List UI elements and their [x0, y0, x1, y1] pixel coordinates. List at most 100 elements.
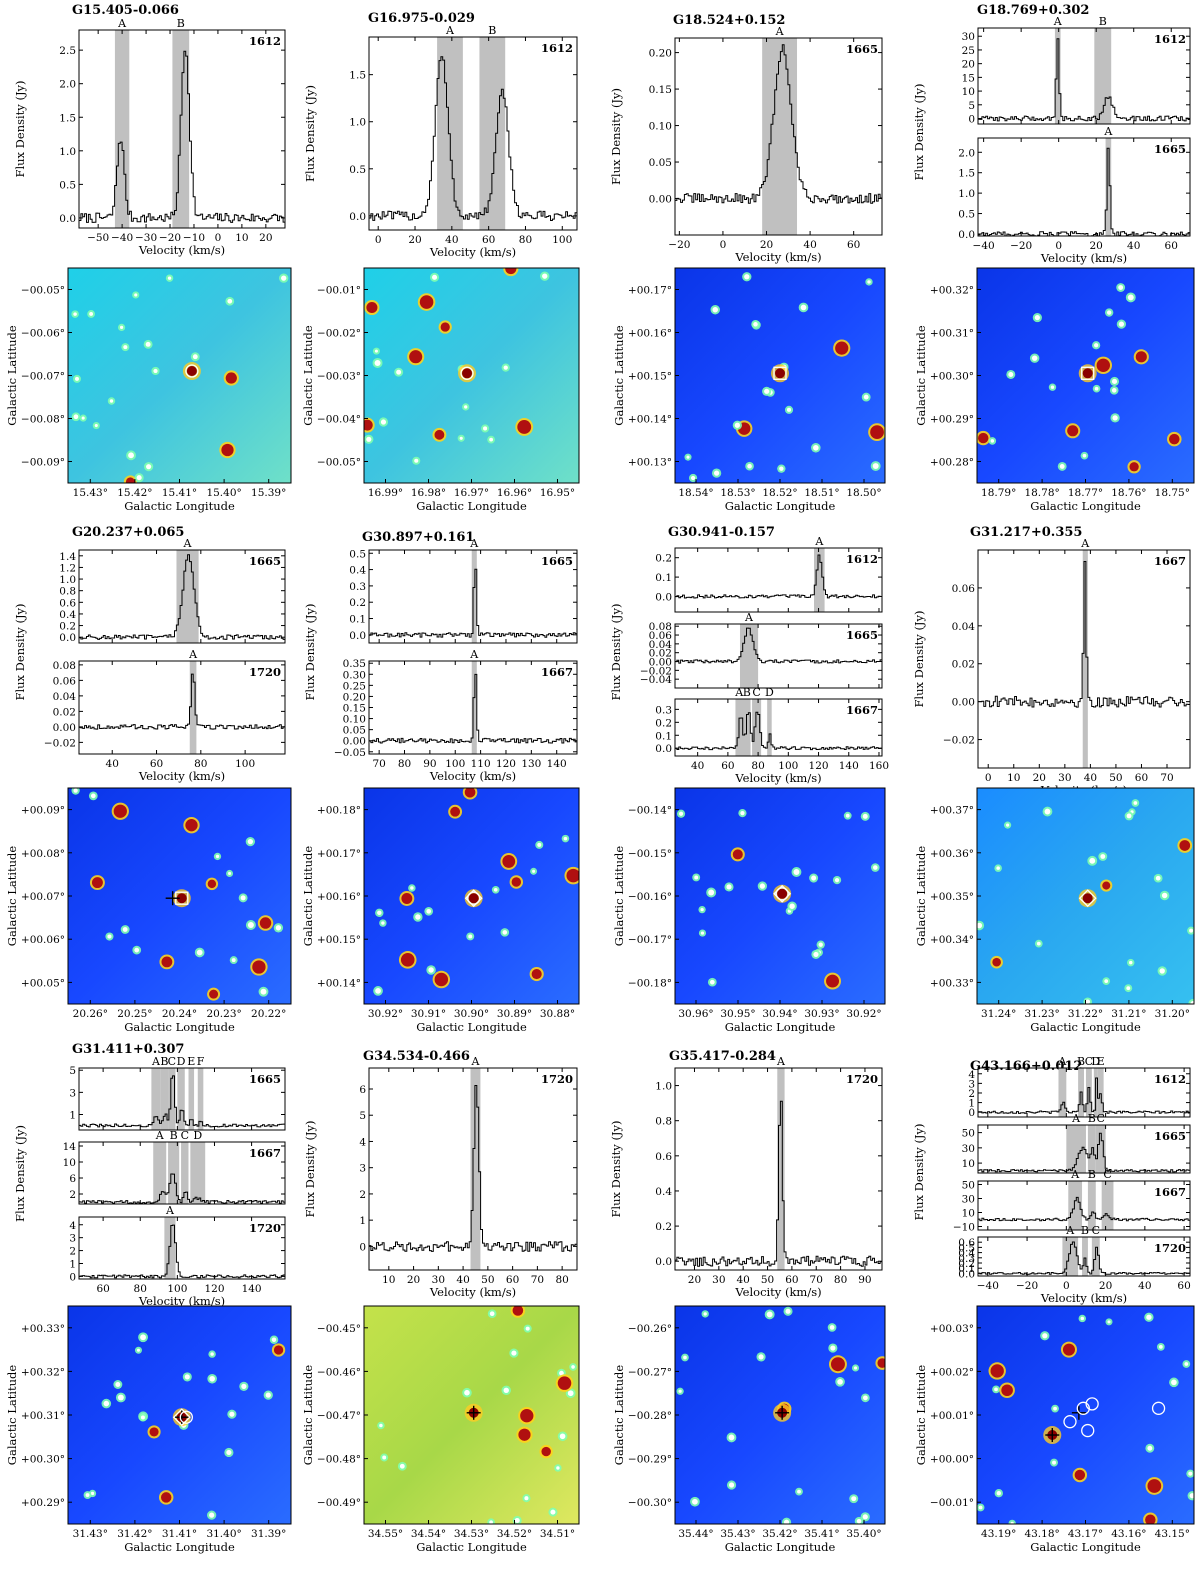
- y-tick-label: 1: [69, 1259, 76, 1271]
- star: [145, 341, 151, 347]
- star: [122, 927, 128, 932]
- y-tick-label: +00.29°: [21, 1497, 65, 1509]
- star: [1031, 355, 1038, 361]
- y-tick-label: 4: [968, 1069, 975, 1081]
- y-tick-label: +00.15°: [317, 934, 361, 946]
- y-tick-label: 0.5: [59, 179, 76, 191]
- y-axis-label: Galactic Latitude: [612, 325, 626, 426]
- star: [1133, 801, 1138, 805]
- x-axis-label: Velocity (km/s): [138, 243, 225, 257]
- star: [692, 1498, 698, 1505]
- star: [464, 788, 476, 798]
- x-tick-label: 110: [471, 758, 491, 770]
- star: [726, 884, 732, 890]
- x-tick-label: 100: [778, 760, 798, 772]
- star: [863, 1395, 868, 1401]
- y-tick-label: +00.17°: [628, 285, 672, 297]
- star: [759, 883, 766, 889]
- transition-label: 1612: [541, 41, 573, 55]
- y-tick-label: 0.08: [649, 621, 672, 633]
- y-tick-label: 0.00: [649, 657, 672, 669]
- star: [459, 436, 463, 440]
- x-tick-label: 31.24°: [981, 1008, 1016, 1020]
- star: [146, 464, 152, 470]
- star: [1052, 1460, 1056, 1465]
- y-tick-label: +00.35°: [930, 891, 974, 903]
- marker-circle: [1151, 1401, 1166, 1415]
- x-tick-label: 20.23°: [206, 1008, 241, 1020]
- star: [1179, 840, 1191, 851]
- x-tick-label: 40: [1138, 1280, 1151, 1292]
- y-tick-label: 1: [69, 1110, 76, 1122]
- plot-frame: [674, 698, 883, 757]
- star: [103, 1400, 110, 1407]
- x-axis-label: Velocity (km/s): [1040, 1291, 1127, 1305]
- feature-label: F: [197, 1055, 205, 1068]
- y-tick-label: 0.00: [952, 697, 975, 709]
- y-axis-label: Galactic Latitude: [612, 1365, 626, 1466]
- spectrum-G20.237+0.065: G20.237+0.065 0.00.20.40.60.81.01.21.4 166…: [13, 525, 286, 783]
- y-tick-label: 0.15: [343, 703, 366, 715]
- plot-frame: [977, 1180, 1191, 1231]
- y-tick-label: 0.3: [655, 704, 672, 716]
- star: [240, 895, 246, 901]
- spectrum-panel-1665: −0.04−0.020.000.020.040.060.08 1665 A: [640, 611, 883, 689]
- x-tick-label: −30: [135, 232, 157, 244]
- star: [192, 354, 198, 360]
- x-tick-label: −40: [111, 232, 133, 244]
- feature-label: C: [1085, 1055, 1093, 1068]
- star: [537, 842, 542, 847]
- plot-frame: [368, 36, 578, 231]
- y-tick-label: 30: [962, 1194, 975, 1206]
- feature-label: A: [1080, 537, 1090, 550]
- spectrum-title: G18.524+0.152: [673, 13, 785, 28]
- star: [1106, 310, 1112, 315]
- star: [119, 325, 124, 330]
- x-tick-label: 30: [1058, 772, 1071, 784]
- feature-band-D: [177, 1068, 185, 1130]
- y-tick-label: 1.0: [59, 574, 76, 586]
- star: [1100, 854, 1106, 859]
- image-panel-G34.534-0.466: 34.55° 34.54° 34.53° 34.52° 34.51° −00.49° −00…: [301, 1305, 580, 1554]
- x-tick-label: −20: [1016, 1280, 1038, 1292]
- star: [708, 889, 715, 896]
- star: [1050, 385, 1055, 389]
- y-tick-label: +00.31°: [21, 1410, 65, 1422]
- y-tick-label: 0.4: [655, 1186, 672, 1198]
- x-tick-label: 70: [810, 1274, 823, 1286]
- spectrum-line: [369, 1085, 578, 1252]
- star: [837, 1379, 843, 1385]
- x-tick-label: 120: [204, 1283, 224, 1295]
- marker-circle: [1063, 1415, 1077, 1429]
- star: [1147, 1445, 1153, 1451]
- y-tick-label: 0: [968, 114, 975, 126]
- feature-label: D: [193, 1129, 202, 1142]
- star: [1169, 433, 1180, 445]
- y-tick-label: 0.0: [349, 630, 366, 642]
- feature-label: E: [187, 1055, 195, 1068]
- star: [1111, 378, 1118, 384]
- y-tick-label: +00.03°: [930, 1323, 974, 1335]
- x-tick-label: 140: [839, 760, 859, 772]
- feature-band-C: [1101, 1181, 1114, 1230]
- y-axis-label: Galactic Latitude: [301, 325, 315, 426]
- x-tick-label: 40: [737, 1274, 750, 1286]
- x-tick-label: 40: [445, 234, 458, 246]
- transition-label: 1612: [846, 552, 878, 566]
- plot-frame: [78, 29, 286, 229]
- spectrum-G16.975-0.029: G16.975-0.029 0.0 0.5 1.0 1.5 0 20 40 60 80 100 161…: [303, 11, 578, 259]
- x-tick-label: 80: [751, 760, 764, 772]
- y-tick-label: +00.31°: [930, 328, 974, 340]
- star: [1184, 1362, 1189, 1366]
- y-tick-label: 0.2: [655, 717, 672, 729]
- star: [863, 394, 869, 400]
- y-tick-label: +00.32°: [930, 285, 974, 297]
- y-tick-label: −00.15°: [628, 848, 672, 860]
- star-field: [71, 788, 284, 1001]
- transition-label: 1612: [1154, 32, 1186, 46]
- y-tick-label: −0.04: [640, 674, 672, 686]
- star: [382, 1455, 387, 1460]
- y-tick-label: 0.0: [958, 229, 975, 241]
- y-tick-label: +00.14°: [628, 414, 672, 426]
- feature-label: B: [1099, 15, 1107, 28]
